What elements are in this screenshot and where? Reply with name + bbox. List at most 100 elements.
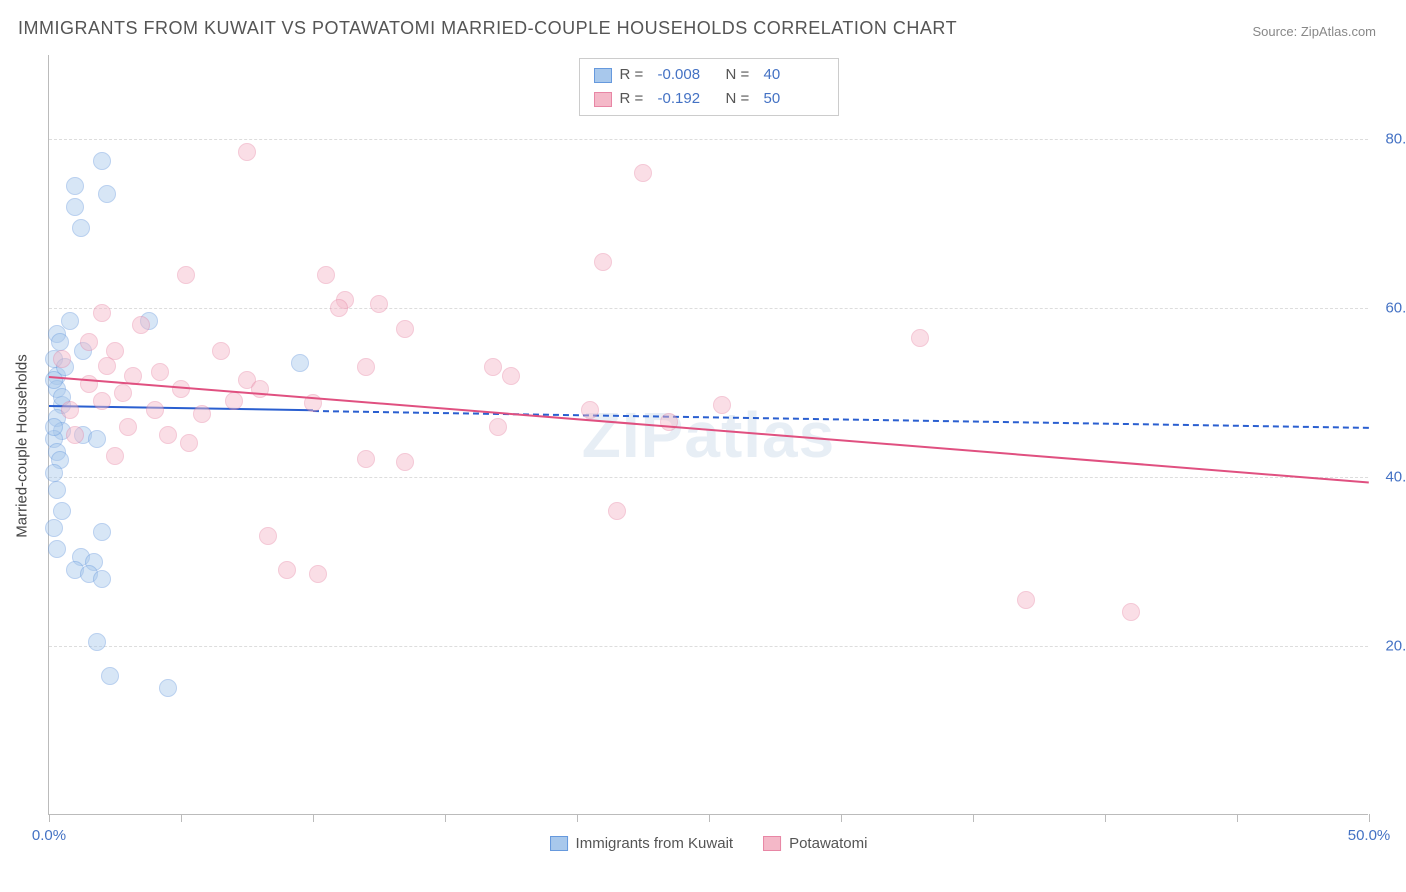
scatter-point [330, 299, 348, 317]
x-tick [181, 814, 182, 822]
scatter-point [132, 316, 150, 334]
source-label: Source: ZipAtlas.com [1252, 24, 1376, 39]
legend-stat-row: R =-0.192N =50 [594, 87, 824, 111]
scatter-point [93, 523, 111, 541]
scatter-point [114, 384, 132, 402]
x-tick [445, 814, 446, 822]
scatter-point [61, 401, 79, 419]
correlation-legend: R =-0.008N =40R =-0.192N =50 [579, 58, 839, 116]
legend-stat-row: R = -0.008 N = 40 [594, 63, 824, 87]
n-label: N = [726, 63, 756, 87]
x-tick [841, 814, 842, 822]
scatter-point [489, 418, 507, 436]
scatter-point [45, 464, 63, 482]
gridline [49, 646, 1368, 647]
scatter-point [212, 342, 230, 360]
scatter-point [259, 527, 277, 545]
scatter-point [53, 350, 71, 368]
legend-swatch [594, 68, 612, 83]
r-value: -0.008 [658, 63, 718, 87]
scatter-point [53, 502, 71, 520]
x-tick [49, 814, 50, 822]
scatter-point [48, 481, 66, 499]
y-tick-label: 80.0% [1385, 131, 1406, 148]
scatter-point [151, 363, 169, 381]
y-axis-label: Married-couple Households [14, 354, 31, 537]
regression-line [313, 410, 1369, 429]
regression-line [49, 376, 1369, 484]
watermark: ZIPatlas [582, 398, 835, 472]
r-label: R = [620, 63, 650, 87]
scatter-point [1017, 591, 1035, 609]
scatter-point [225, 392, 243, 410]
scatter-point [101, 667, 119, 685]
scatter-point [193, 405, 211, 423]
scatter-point [317, 266, 335, 284]
gridline [49, 477, 1368, 478]
legend-label: Immigrants from Kuwait [576, 835, 734, 852]
scatter-point [396, 320, 414, 338]
x-tick [577, 814, 578, 822]
scatter-point [146, 401, 164, 419]
scatter-point [106, 447, 124, 465]
scatter-point [45, 371, 63, 389]
x-tick [313, 814, 314, 822]
scatter-point [309, 565, 327, 583]
scatter-point [66, 198, 84, 216]
legend-swatch [550, 836, 568, 851]
scatter-point [278, 561, 296, 579]
x-tick [1237, 814, 1238, 822]
scatter-point [88, 430, 106, 448]
scatter-point [660, 413, 678, 431]
scatter-point [291, 354, 309, 372]
n-value: 40 [764, 63, 824, 87]
legend-item: Immigrants from Kuwait [550, 835, 734, 852]
scatter-point [93, 570, 111, 588]
scatter-point [634, 164, 652, 182]
scatter-point [159, 426, 177, 444]
gridline [49, 308, 1368, 309]
scatter-point [93, 304, 111, 322]
x-tick-label: 0.0% [32, 827, 66, 844]
y-tick-label: 60.0% [1385, 300, 1406, 317]
n-label: N = [726, 87, 756, 111]
scatter-point [911, 329, 929, 347]
scatter-point [484, 358, 502, 376]
legend-swatch [594, 92, 612, 107]
scatter-point [72, 219, 90, 237]
scatter-point [88, 633, 106, 651]
chart-plot-area: ZIPatlas R =-0.008N =40R =-0.192N =50 Im… [48, 55, 1368, 815]
scatter-point [177, 266, 195, 284]
scatter-point [238, 143, 256, 161]
scatter-point [357, 358, 375, 376]
x-tick [973, 814, 974, 822]
scatter-point [608, 502, 626, 520]
scatter-point [106, 342, 124, 360]
x-tick [1369, 814, 1370, 822]
legend-label: Potawatomi [789, 835, 867, 852]
r-value: -0.192 [658, 87, 718, 111]
x-tick [709, 814, 710, 822]
y-tick-label: 20.0% [1385, 638, 1406, 655]
scatter-point [370, 295, 388, 313]
x-tick [1105, 814, 1106, 822]
scatter-point [45, 519, 63, 537]
y-tick-label: 40.0% [1385, 469, 1406, 486]
scatter-point [48, 540, 66, 558]
scatter-point [1122, 603, 1140, 621]
scatter-point [713, 396, 731, 414]
scatter-point [66, 177, 84, 195]
regression-line [49, 405, 313, 411]
scatter-point [180, 434, 198, 452]
scatter-point [396, 453, 414, 471]
scatter-point [159, 679, 177, 697]
scatter-point [93, 152, 111, 170]
scatter-point [66, 426, 84, 444]
legend-swatch [763, 836, 781, 851]
scatter-point [45, 418, 63, 436]
scatter-point [93, 392, 111, 410]
legend-item: Potawatomi [763, 835, 867, 852]
gridline [49, 139, 1368, 140]
chart-title: IMMIGRANTS FROM KUWAIT VS POTAWATOMI MAR… [18, 18, 957, 39]
scatter-point [51, 333, 69, 351]
